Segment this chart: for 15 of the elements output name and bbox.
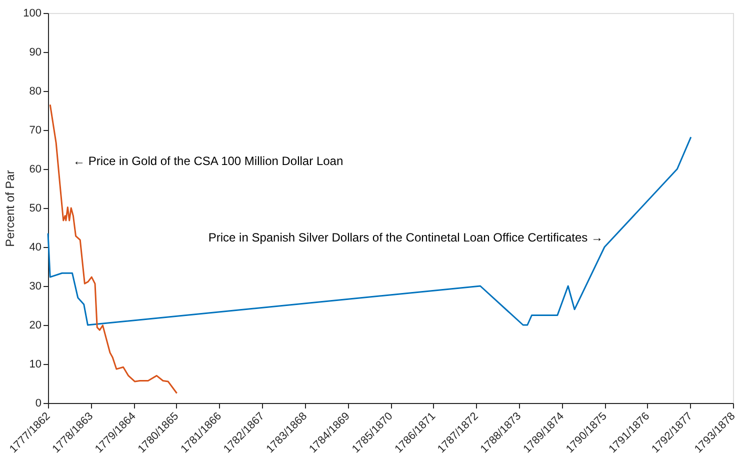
annotation: Price in Spanish Silver Dollars of the Continetal Loan Office Certificates →	[208, 230, 603, 244]
annotation: ← Price in Gold of the CSA 100 Million Dollar Loan	[73, 154, 344, 168]
y-tick-label: 40	[29, 242, 42, 254]
y-tick-label: 60	[29, 164, 42, 176]
y-tick-label: 100	[23, 8, 42, 20]
y-tick-label: 10	[29, 358, 42, 370]
y-tick-label: 30	[29, 280, 42, 292]
y-tick-label: 80	[29, 86, 42, 98]
y-axis-title: Percent of Par	[3, 170, 18, 247]
y-tick-label: 90	[29, 46, 42, 58]
y-tick-label: 70	[29, 124, 42, 136]
y-tick-label: 0	[35, 398, 42, 410]
y-tick-label: 20	[29, 320, 42, 332]
y-tick-label: 50	[29, 202, 42, 214]
line-series	[47, 136, 692, 326]
